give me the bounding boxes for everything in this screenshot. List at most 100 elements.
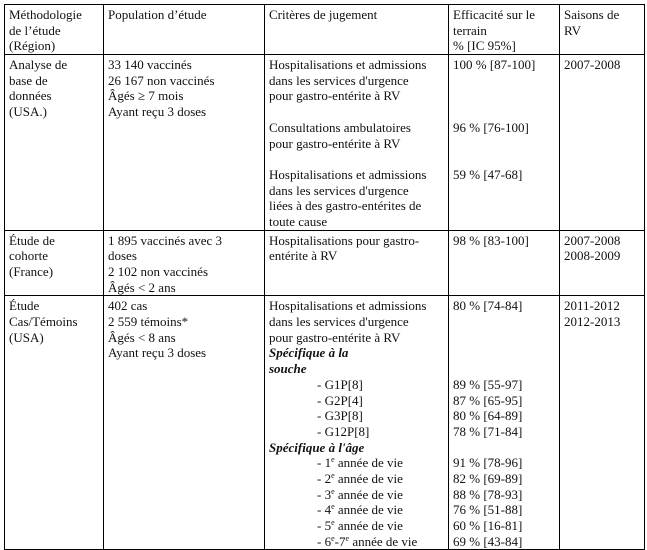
cell-line: 402 cas [108,298,148,314]
criteria-line: toute cause [269,214,444,230]
efficacy-value: 87 % [65-95] [453,392,523,408]
criteria-line: Consultations ambulatoires [269,120,444,136]
efficacy-cell: 98 % [83-100] [448,229,560,297]
criteria-text: année de vie [334,486,403,502]
criteria-line: Spécifique à la [269,345,444,361]
ordinal-suffix: e [331,470,335,480]
criteria-text: Hospitalisations pour gastro- [269,232,420,248]
criteria-line: - G2P[4] [269,393,444,409]
cell-line: Âgés < 2 ans [108,279,176,295]
header-population: Population d’étude [103,3,265,56]
criteria-text: année de vie [349,533,418,549]
seasons-cell: 2011-2012 2012-2013 [559,295,645,550]
efficacy-value: 96 % [76-100] [453,119,529,135]
criteria-line [269,151,444,167]
efficacy-value [453,151,555,167]
criteria-line: dans les services d'urgence [269,314,444,330]
cell-line: 26 167 non vaccinés [108,72,215,88]
cell-line: Âgés ≥ 7 mois [108,88,184,104]
efficacy-value [453,104,555,120]
criteria-text: - G1P[8] [317,376,363,392]
criteria-text: dans les services d'urgence [269,182,409,198]
cell-line: Étude [9,298,40,314]
criteria-line: - 4e année de vie [269,502,444,518]
header-row: Méthodologie de l’étude (Région) Population… [4,3,645,56]
cell-line: (USA) [9,329,44,345]
criteria-text: souche [269,361,307,377]
cell-line: RV [564,22,582,38]
cell-line: 2 559 témoins* [108,314,189,330]
criteria-text: Hospitalisations et admissions [269,166,427,182]
efficacy-value [453,136,555,152]
cell-line: % [IC 95%] [453,38,516,54]
criteria-line: - G1P[8] [269,377,444,393]
cell-line: 2007-2008 [564,232,621,248]
methodology-cell: Étude Cas/Témoins (USA) [4,295,104,550]
criteria-text: toute cause [269,213,328,229]
cell-line: (France) [9,264,54,279]
cell-line: 2 102 non vaccinés [108,264,209,279]
criteria-line: Hospitalisations et admissions [269,57,444,73]
ordinal: - 6 [317,533,332,549]
criteria-line: Hospitalisations et admissions [269,298,444,314]
criteria-cell: Hospitalisations et admissions dans les s… [264,295,449,550]
efficacy-value [453,198,555,214]
table-row: Analyse de base de données (USA.) 33 140 vac… [4,54,645,231]
ordinal: - 2 [317,470,332,486]
ordinal-suffix: e [331,486,335,496]
ordinal: - 5 [317,518,332,533]
criteria-text: Hospitalisations et admissions [269,57,427,73]
criteria-text: pour gastro-entérite à RV [269,135,401,151]
criteria-text: dans les services d'urgence [269,72,409,88]
criteria-line: - 1e année de vie [269,455,444,471]
cell-line: Ayant reçu 3 doses [108,345,207,361]
criteria-text: dans les services d'urgence [269,314,409,330]
cell-line: Ayant reçu 3 doses [108,104,207,120]
ordinal: - 3 [317,486,332,502]
criteria-text: pour gastro-entérite à RV [269,329,401,345]
efficacy-value [453,440,555,456]
efficacy-value [453,345,555,361]
efficacy-value [453,214,555,230]
criteria-text: année de vie [334,470,403,486]
efficacy-value [453,314,555,330]
criteria-line: liées à des gastro-entérites de [269,198,444,214]
efficacy-value [453,248,555,264]
criteria-text: Spécifique à la [269,345,349,361]
header-efficacy: Efficacité sur le terrain% [IC 95%] [448,3,560,56]
cell-line: 2007-2008 [564,57,621,73]
criteria-text: année de vie [334,518,403,533]
ordinal-suffix: e [331,455,335,465]
cell-line: Étude de [9,232,55,248]
criteria-text: Consultations ambulatoires [269,119,411,135]
efficacy-cell: 80 % [74-84] 89 % [55-97] 87 % [65-95] 80 %… [448,295,560,550]
methodology-cell: Étude de cohorte (France) [4,229,104,297]
efficacy-value: 60 % [16-81] [453,518,523,533]
cell-line: doses [108,248,137,264]
ordinal-suffix: e [331,533,335,543]
efficacy-value [453,88,555,104]
cell-line: Saisons de [564,7,620,22]
cell-line: Méthodologie [9,7,82,22]
efficacy-value: 98 % [83-100] [453,232,529,248]
cell-line: Critères de jugement [269,7,378,22]
cell-line: (Région) [9,38,56,54]
ordinal-suffix: e [345,533,350,543]
ordinal-suffix: e [331,502,335,512]
cell-line: de l’étude [9,22,61,38]
header-seasons: Saisons de RV [559,3,645,56]
criteria-line: - 3e année de vie [269,487,444,503]
table-row: Étude Cas/Témoins (USA) 402 cas 2 559 témoin… [4,295,645,550]
ordinal: - 4 [317,502,332,518]
seasons-cell: 2007-2008 2008-2009 [559,229,645,297]
efficacy-value: 91 % [78-96] [453,455,523,471]
criteria-line: - G3P[8] [269,408,444,424]
cell-line: 33 140 vaccinés [108,57,192,73]
criteria-line: souche [269,361,444,377]
criteria-line: pour gastro-entérite à RV [269,330,444,346]
criteria-text: - G3P[8] [317,408,363,424]
efficacy-value: 59 % [47-68] [453,166,523,182]
cell-line: Cas/Témoins [9,314,78,330]
seasons-cell: 2007-2008 [559,54,645,231]
population-cell: 33 140 vaccinés 26 167 non vaccinés Âgés ≥… [103,54,265,231]
